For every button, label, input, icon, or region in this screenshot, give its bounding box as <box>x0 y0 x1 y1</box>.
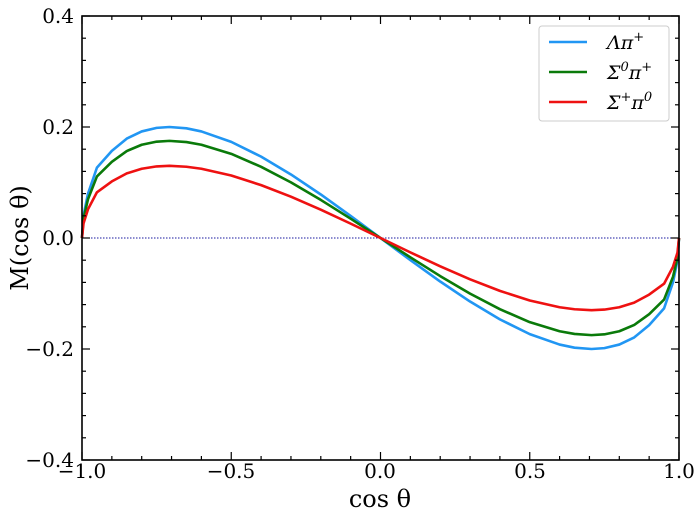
y-tick-label: 0.2 <box>42 115 74 139</box>
legend: Λπ+ Σ0π+ Σ+π0 <box>538 25 670 122</box>
series-layer <box>80 125 681 351</box>
x-tick-label: −1.0 <box>58 459 107 483</box>
y-tick-label: −0.2 <box>25 337 74 361</box>
legend-mid: π <box>628 62 642 84</box>
y-tick-label: 0.0 <box>42 226 74 250</box>
legend-label-sigma0-pi-plus: Σ0π+ <box>606 60 652 84</box>
y-tick-label: −0.4 <box>25 448 74 472</box>
x-tick-label: 1.0 <box>663 459 695 483</box>
legend-sup: 0 <box>644 90 652 105</box>
legend-sup: 0 <box>620 60 628 75</box>
legend-label-sigma-plus-pi0: Σ+π0 <box>606 90 652 114</box>
x-tick-label: 0.0 <box>364 459 396 483</box>
legend-mid: π <box>630 92 644 114</box>
x-tick-label: 0.5 <box>514 459 546 483</box>
legend-sup: + <box>633 30 644 45</box>
x-tick-label: −0.5 <box>207 459 256 483</box>
legend-sup: + <box>620 90 631 105</box>
legend-box <box>538 25 670 122</box>
legend-sup: + <box>641 60 652 75</box>
legend-main: Σ <box>606 62 621 84</box>
tick-layer <box>81 15 680 461</box>
legend-label-lambda-pi-plus: Λπ+ <box>605 30 644 54</box>
x-axis-title: cos θ <box>349 485 411 513</box>
series-line-sigma-plus-pi0 <box>80 164 681 312</box>
y-tick-label: 0.4 <box>42 4 74 28</box>
y-axis-title: M(cos θ) <box>6 185 34 291</box>
legend-main: Λπ <box>605 32 634 54</box>
legend-main: Σ <box>606 92 621 114</box>
